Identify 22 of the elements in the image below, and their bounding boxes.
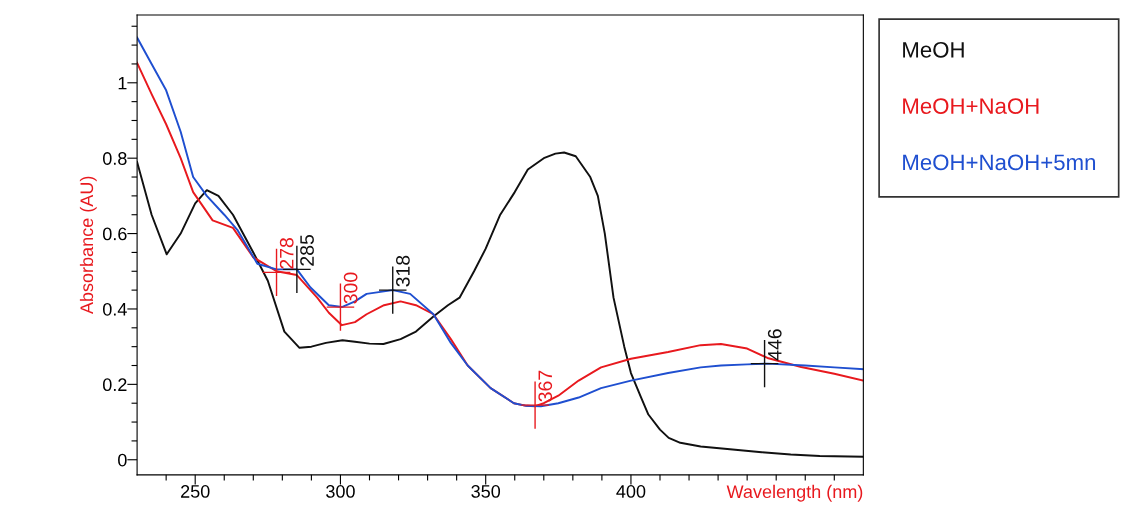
y-axis-title: Absorbance (AU) xyxy=(79,176,97,315)
y-tick-label: 1 xyxy=(118,76,127,90)
x-tick-label: 250 xyxy=(181,485,210,498)
text: MeOH+NaOH xyxy=(903,98,1039,114)
y-tick-label: 0.2 xyxy=(102,378,127,392)
y-tick-label: 0.4 xyxy=(102,302,127,316)
x-tick-label: 400 xyxy=(616,485,646,498)
y-tick-label: 0 xyxy=(118,453,127,467)
annotation: 278 xyxy=(279,238,294,269)
x-tick-label: 350 xyxy=(471,485,501,498)
y-tick-label: 0.8 xyxy=(102,152,127,165)
annotation: 367 xyxy=(538,370,553,402)
text: MeOH xyxy=(903,41,964,58)
line-series xyxy=(137,151,864,458)
y-tick-label: 0.6 xyxy=(102,227,127,241)
annotation: 318 xyxy=(396,255,410,287)
text: MeOH+NaOH+5mn xyxy=(903,154,1096,171)
x-axis-title: Wavelength (nm) xyxy=(726,484,863,502)
x-tick-label: 300 xyxy=(326,485,355,498)
annotation: 285 xyxy=(300,234,314,266)
annotation: 446 xyxy=(767,329,782,361)
annotation: 300 xyxy=(343,272,358,304)
